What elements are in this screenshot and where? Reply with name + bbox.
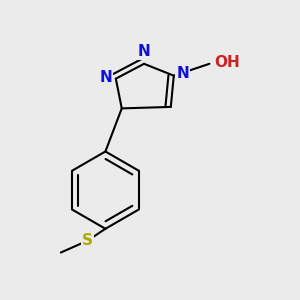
Text: N: N (176, 66, 189, 81)
Text: N: N (99, 70, 112, 85)
Text: S: S (82, 233, 93, 248)
Text: N: N (138, 44, 150, 59)
Text: OH: OH (214, 56, 240, 70)
